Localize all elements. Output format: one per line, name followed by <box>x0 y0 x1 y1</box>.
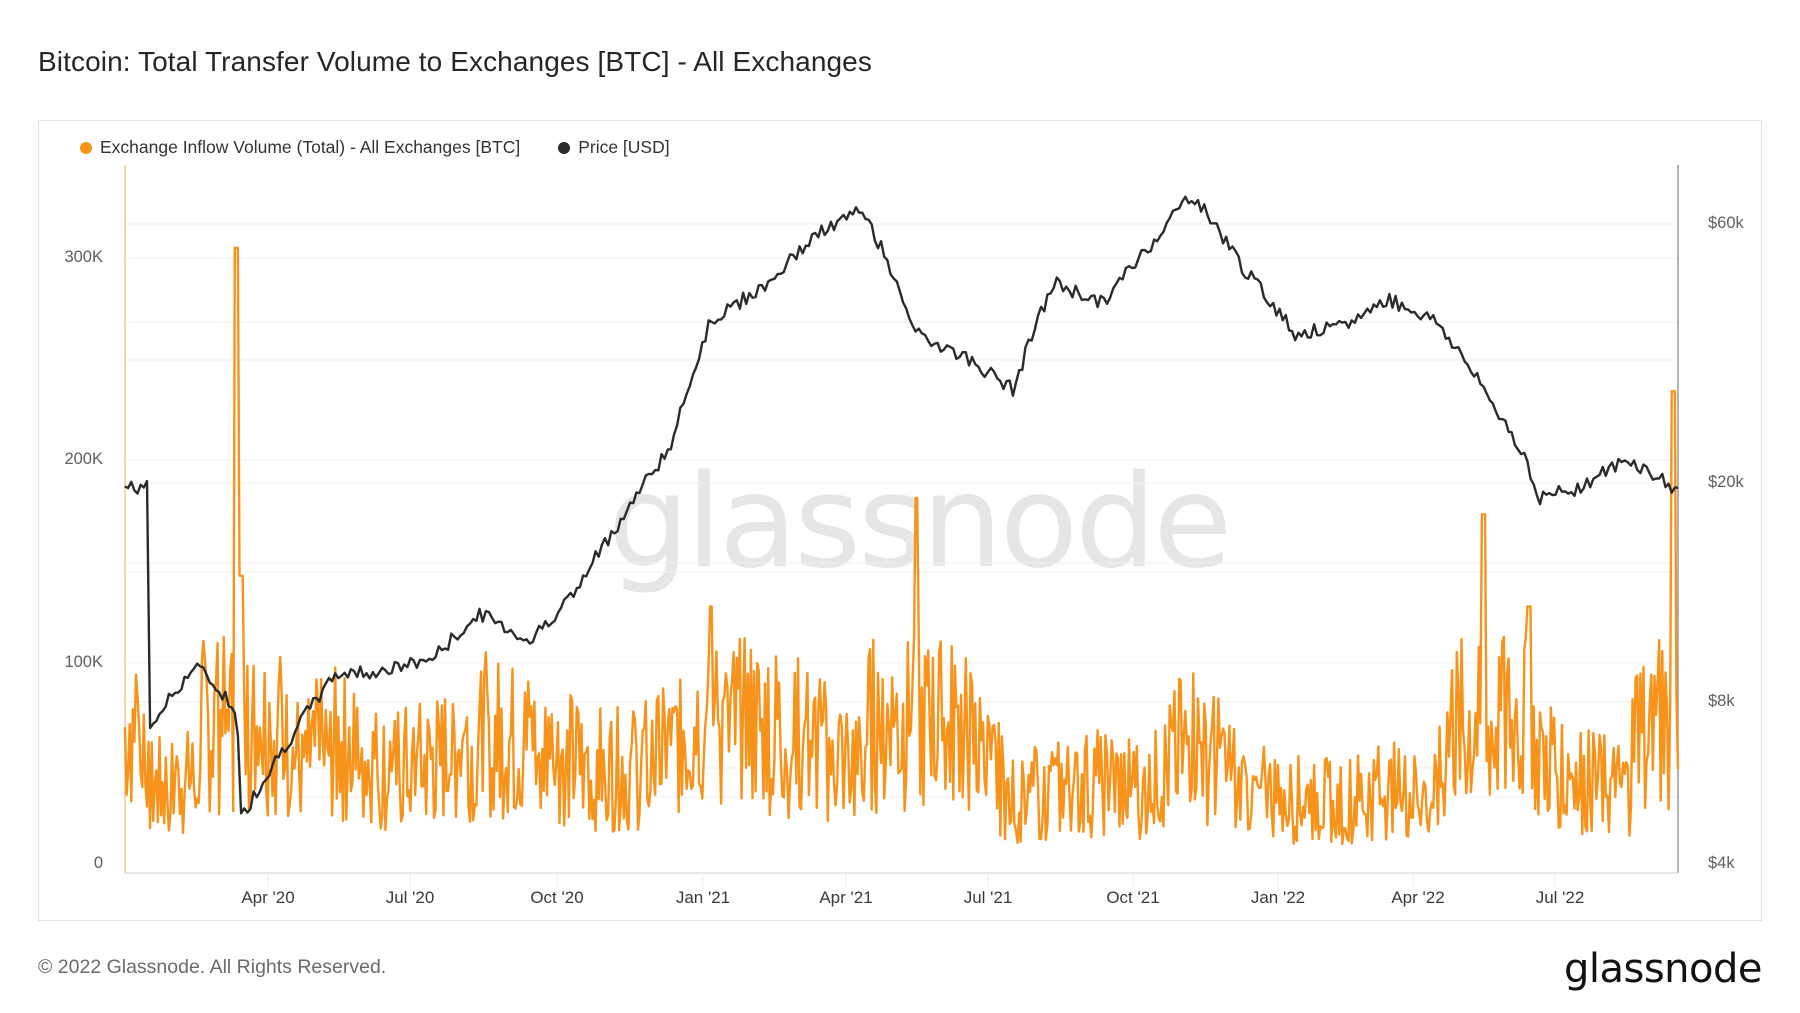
gridlines <box>125 223 1678 798</box>
x-label-jul-22: Jul '22 <box>1535 888 1585 907</box>
x-label-jul-20: Jul '20 <box>385 888 435 907</box>
legend: Exchange Inflow Volume (Total) - All Exc… <box>80 137 708 158</box>
chart-container <box>38 120 1762 921</box>
legend-item-price[interactable]: Price [USD] <box>558 137 670 158</box>
glassnode-logo[interactable]: glassnode <box>1563 946 1763 992</box>
legend-label-volume: Exchange Inflow Volume (Total) - All Exc… <box>100 137 521 157</box>
x-label-jul-21: Jul '21 <box>963 888 1013 907</box>
volume-series-line <box>123 246 1680 846</box>
y-right-label-60k: $60k <box>1708 214 1744 232</box>
x-label-apr-21: Apr '21 <box>819 888 873 907</box>
y-right-label-20k: $20k <box>1708 473 1744 491</box>
y-left-label-300k: 300K <box>64 248 103 266</box>
y-left-label-200k: 200K <box>64 450 103 468</box>
x-label-jan-22: Jan '22 <box>1250 888 1306 907</box>
legend-label-price: Price [USD] <box>578 137 670 157</box>
y-right-label-4k: $4k <box>1708 854 1735 872</box>
x-label-apr-22: Apr '22 <box>1391 888 1445 907</box>
black-dot-icon <box>558 141 571 154</box>
x-label-oct-21: Oct '21 <box>1106 888 1160 907</box>
chart-title: Bitcoin: Total Transfer Volume to Exchan… <box>38 46 872 77</box>
y-right-label-8k: $8k <box>1708 692 1735 710</box>
copyright-footer: © 2022 Glassnode. All Rights Reserved. <box>38 956 387 978</box>
y-left-label-100k: 100K <box>64 653 103 671</box>
x-label-oct-20: Oct '20 <box>530 888 584 907</box>
price-series-line <box>124 195 1679 815</box>
legend-item-volume[interactable]: Exchange Inflow Volume (Total) - All Exc… <box>80 137 520 158</box>
x-label-jan-21: Jan '21 <box>675 888 731 907</box>
orange-dot-icon <box>80 141 92 154</box>
y-left-label-0: 0 <box>93 854 103 872</box>
x-ticks <box>267 873 1556 887</box>
x-label-apr-20: Apr '20 <box>241 888 295 907</box>
